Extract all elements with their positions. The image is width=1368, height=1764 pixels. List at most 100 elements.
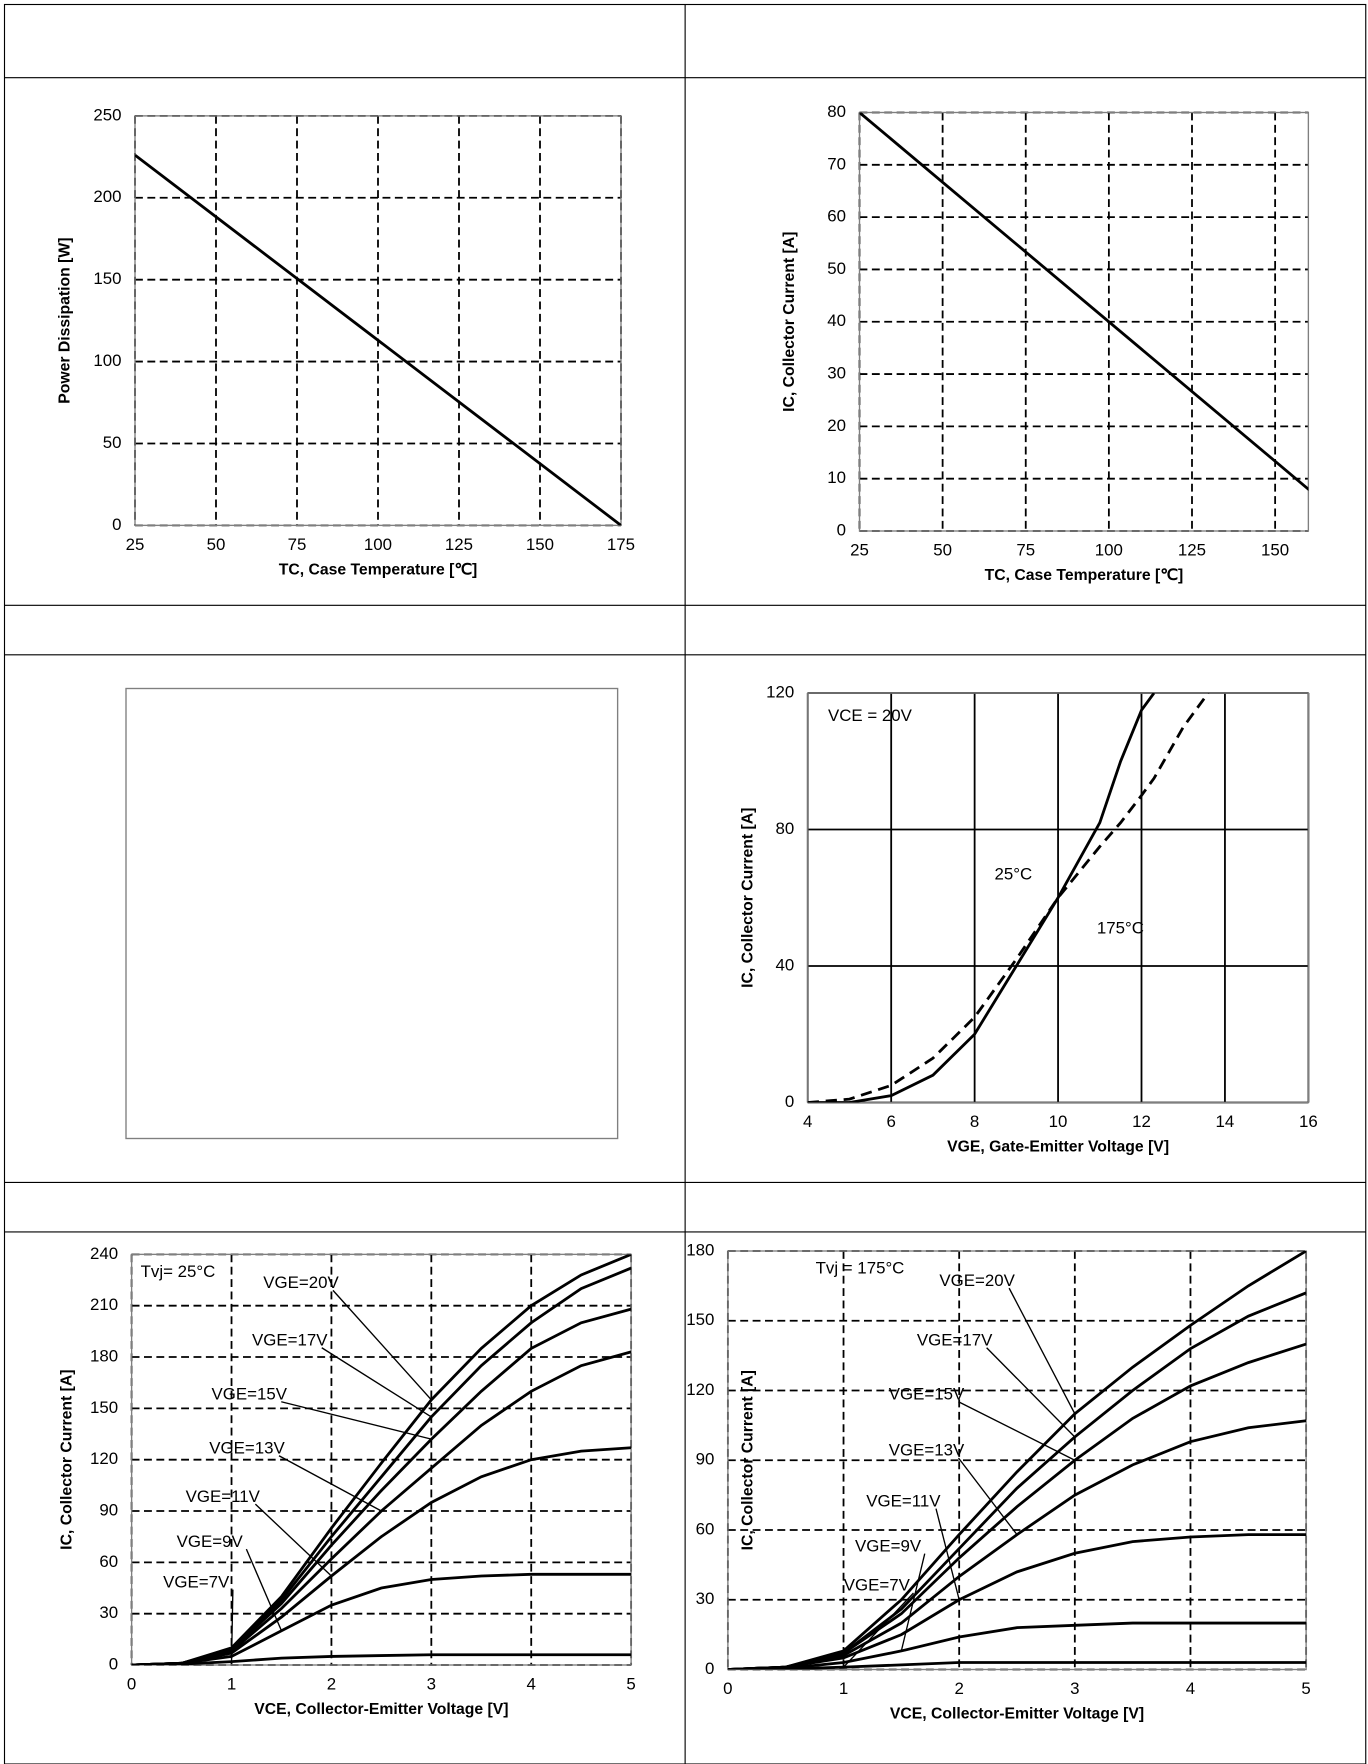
y-tick-label: 40 (775, 955, 794, 974)
annotation: VCE = 20V (828, 706, 913, 725)
chart: 0 50 100 150 200 250 25 50 75 100 125 150 175 Power D… (56, 105, 635, 578)
x-tick-label: 5 (626, 1675, 635, 1694)
chart-frame (125, 687, 619, 1140)
annotation: Tvj = 175°C (816, 1258, 905, 1277)
x-tick-label: 3 (427, 1675, 436, 1694)
x-tick-label: 75 (1016, 541, 1035, 560)
chart-frame (807, 692, 1310, 1104)
y-tick-label: 210 (90, 1295, 118, 1314)
y-tick-label: 60 (696, 1519, 715, 1538)
y-tick-label: 30 (827, 364, 846, 383)
x-tick-label: 8 (970, 1112, 979, 1131)
x-tick-label: 2 (954, 1679, 963, 1698)
series-label: VGE=7V (163, 1572, 230, 1591)
series-line (131, 1446, 632, 1665)
y-tick-label: 120 (686, 1380, 714, 1399)
x-tick-label: 175 (607, 535, 635, 554)
series-label: 175°C (1097, 919, 1144, 938)
x-tick-label: 16 (1299, 1112, 1318, 1131)
x-tick-label: 14 (1216, 1112, 1235, 1131)
y-axis-title: IC, Collector Current [A] (739, 1370, 756, 1550)
series-line (727, 1533, 1307, 1670)
x-axis-title: TC, Case Temperature [℃] (279, 562, 478, 579)
chart-frame (858, 111, 1310, 532)
series-label: VGE=20V (263, 1273, 339, 1292)
y-tick-label: 70 (827, 154, 846, 173)
x-tick-label: 2 (327, 1675, 336, 1694)
y-axis-title: IC, Collector Current [A] (781, 232, 798, 412)
leader-line (254, 1503, 332, 1577)
y-tick-label: 60 (99, 1552, 118, 1571)
x-tick-label: 125 (1178, 541, 1206, 560)
series-label: VGE=11V (186, 1487, 261, 1506)
leader-line (321, 1347, 432, 1418)
series-label: VGE=9V (855, 1536, 922, 1555)
leader-line (900, 1553, 926, 1652)
x-tick-label: 0 (723, 1679, 732, 1698)
series-label: VGE=17V (917, 1330, 993, 1349)
leader-line (245, 1548, 283, 1632)
soa-chart-frame (125, 687, 619, 1140)
leader-line (278, 1455, 382, 1512)
y-tick-label: 180 (686, 1240, 714, 1259)
series-label: VGE=9V (177, 1532, 244, 1551)
series-label: 25°C (995, 865, 1033, 884)
y-tick-label: 150 (90, 1398, 118, 1417)
y-tick-label: 30 (696, 1589, 715, 1608)
y-tick-label: 150 (93, 269, 121, 288)
x-tick-label: 0 (127, 1675, 136, 1694)
chart-frame (727, 1250, 1307, 1671)
chart: 0 30 60 90 120 150 180 210 240 0 1 2 3 4 5 IC, Collecto… (59, 1244, 636, 1718)
series-label: VGE=17V (252, 1330, 328, 1349)
x-tick-label: 125 (445, 535, 473, 554)
y-tick-label: 250 (93, 105, 121, 124)
leader-line (332, 1289, 432, 1401)
y-axis-title: IC, Collector Current [A] (739, 808, 756, 988)
series-line (727, 1661, 1307, 1670)
x-tick-label: 5 (1301, 1679, 1310, 1698)
y-axis-title: IC, Collector Current [A] (59, 1370, 76, 1550)
y-tick-label: 20 (827, 416, 846, 435)
x-tick-label: 4 (527, 1675, 536, 1694)
x-tick-label: 10 (1049, 1112, 1068, 1131)
chart-frame (134, 115, 622, 527)
y-tick-label: 200 (93, 187, 121, 206)
x-tick-label: 150 (1261, 541, 1289, 560)
series-label: VGE=11V (866, 1491, 941, 1510)
leader-line (958, 1401, 1076, 1461)
x-axis-title: TC, Case Temperature [℃] (985, 567, 1184, 584)
y-tick-label: 80 (827, 102, 846, 121)
series-line (727, 1342, 1307, 1670)
y-tick-label: 240 (90, 1244, 118, 1263)
y-tick-label: 100 (93, 351, 121, 370)
series-line (131, 1572, 632, 1665)
y-tick-label: 0 (112, 515, 121, 534)
chart: 0 10 20 30 40 50 60 70 80 25 50 75 100 125 150 IC, Coll… (781, 102, 1310, 584)
x-axis-title: VGE, Gate-Emitter Voltage [V] (947, 1139, 1169, 1156)
chart-frame (130, 1253, 632, 1666)
y-tick-label: 80 (775, 819, 794, 838)
y-tick-label: 50 (827, 259, 846, 278)
annotation: Tvj= 25°C (141, 1262, 216, 1281)
x-tick-label: 6 (886, 1112, 895, 1131)
x-tick-label: 12 (1132, 1112, 1151, 1131)
x-tick-label: 4 (803, 1112, 812, 1131)
y-tick-label: 40 (827, 311, 846, 330)
y-tick-label: 50 (103, 433, 122, 452)
leader-line (957, 1457, 1018, 1536)
data-line (859, 112, 1309, 492)
chart: 0 40 80 120 4 6 8 10 12 14 16 IC, Collector Current… (739, 682, 1317, 1155)
series-label: VGE=7V (844, 1576, 911, 1595)
series-line (131, 1653, 632, 1665)
x-tick-label: 1 (227, 1675, 236, 1694)
x-axis-title: VCE, Collector-Emitter Voltage [V] (890, 1706, 1144, 1723)
y-tick-label: 90 (99, 1500, 118, 1519)
x-tick-label: 1 (839, 1679, 848, 1698)
x-tick-label: 3 (1070, 1679, 1079, 1698)
y-tick-label: 60 (827, 207, 846, 226)
chart: 0 30 60 90 120 150 180 0 1 2 3 4 5 IC, Collector Curr… (686, 1240, 1311, 1722)
x-tick-label: 75 (288, 535, 307, 554)
series-label: VGE=13V (209, 1438, 285, 1457)
leader-line (281, 1401, 432, 1440)
x-tick-label: 100 (1095, 541, 1123, 560)
